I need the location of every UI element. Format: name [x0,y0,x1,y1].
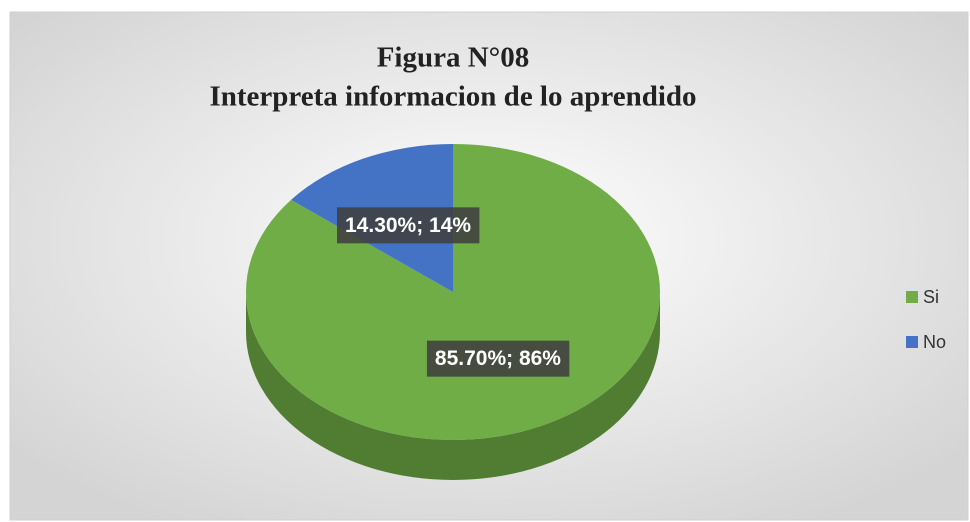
data-label-box [337,207,480,244]
legend-swatch [906,336,918,348]
data-label-text: 14.30%; 14% [345,214,471,237]
slice-side [246,292,660,480]
data-label: 14.30%; 14% [337,207,480,244]
chart-title: Figura N°08 [377,42,530,74]
legend-label: No [923,332,946,352]
legend-swatch [906,291,918,303]
data-label-text: 85.70%; 86% [435,347,561,370]
legend-label: Si [923,287,939,307]
data-label-box [426,340,570,377]
chart-subtitle: Interpreta informacion de lo aprendido [209,81,696,113]
data-label: 85.70%; 86% [426,340,570,377]
